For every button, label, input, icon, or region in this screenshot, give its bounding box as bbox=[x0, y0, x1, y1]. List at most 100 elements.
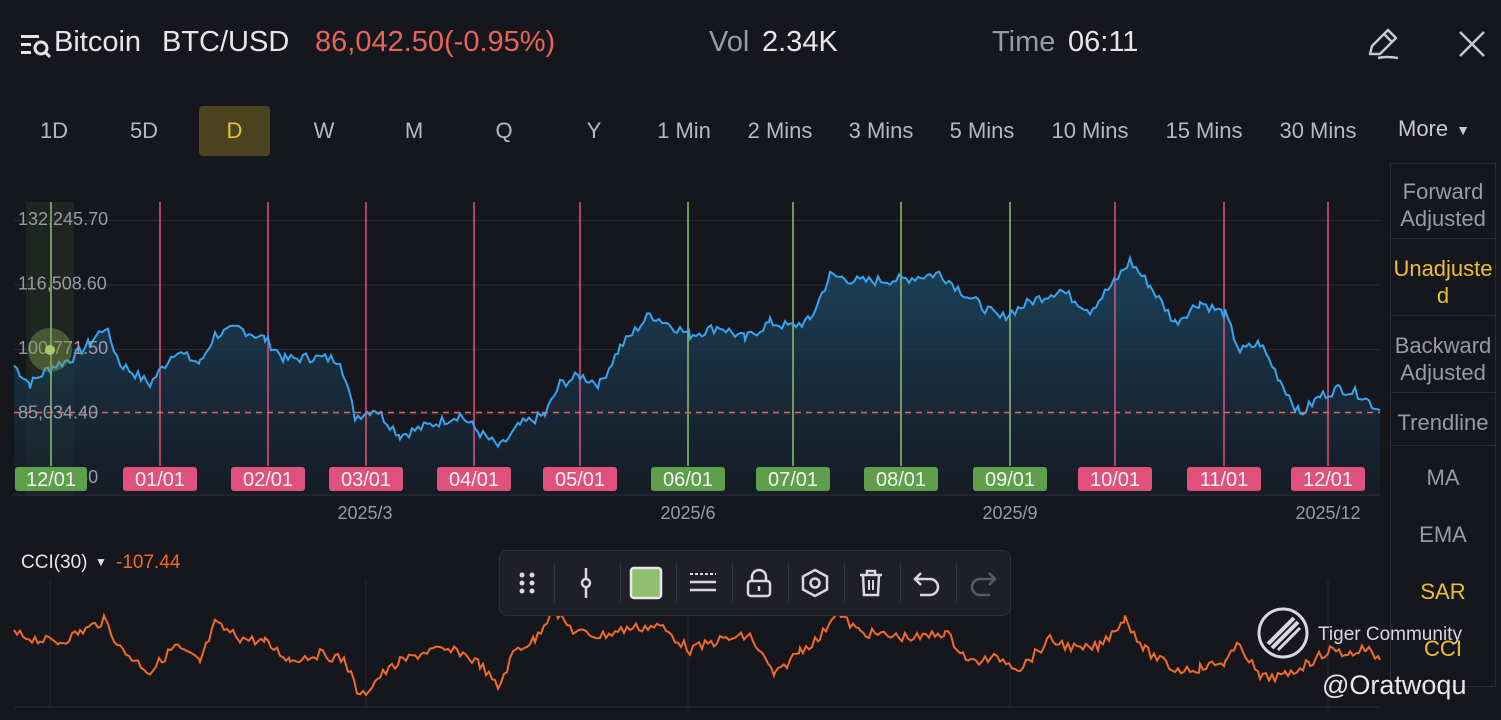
divider bbox=[1391, 392, 1495, 393]
month-tag-label: 07/01 bbox=[768, 469, 818, 491]
edit-pencil-icon[interactable] bbox=[1364, 26, 1400, 62]
side-item-sar[interactable]: SAR bbox=[1420, 579, 1466, 604]
cci-indicator-label[interactable]: CCI(30) bbox=[21, 552, 88, 573]
month-tag: 12/01 bbox=[15, 467, 87, 491]
tab-5-mins[interactable]: 5 Mins bbox=[949, 118, 1015, 143]
month-tag: 09/01 bbox=[973, 467, 1047, 491]
divider bbox=[900, 563, 901, 603]
month-tag: 07/01 bbox=[756, 467, 830, 491]
month-tag: 04/01 bbox=[437, 467, 511, 491]
drag-handle-icon[interactable] bbox=[505, 561, 549, 605]
month-tag: 10/01 bbox=[1078, 467, 1152, 491]
divider bbox=[956, 563, 957, 603]
month-tag-label: 05/01 bbox=[555, 469, 605, 491]
tab-30-mins[interactable]: 30 Mins bbox=[1279, 118, 1357, 143]
month-tag-label: 04/01 bbox=[449, 469, 499, 491]
side-item-ma[interactable]: MA bbox=[1426, 465, 1460, 490]
price-axis-label: 100,771.50 bbox=[18, 338, 108, 358]
divider bbox=[1391, 238, 1495, 239]
month-tag-bg bbox=[123, 467, 197, 491]
price-axis-label: 132,245.70 bbox=[18, 209, 108, 229]
instrument-symbol: BTC/USD bbox=[162, 26, 290, 58]
month-tag-bg bbox=[543, 467, 617, 491]
month-tag: 06/01 bbox=[651, 467, 725, 491]
month-tag-label: 12/01 bbox=[1303, 469, 1353, 491]
month-tag-bg bbox=[864, 467, 938, 491]
fill-color-icon[interactable] bbox=[624, 561, 668, 605]
month-tag-label: 09/01 bbox=[985, 469, 1035, 491]
tab-y[interactable]: Y bbox=[586, 118, 602, 143]
side-item-forward-adjusted[interactable]: Forward Adjusted bbox=[1400, 179, 1486, 231]
adjustment-panel: Forward Adjusted Unadjuste d Backward Ad… bbox=[1390, 163, 1496, 687]
month-tag-bg bbox=[329, 467, 403, 491]
side-item-ema[interactable]: EMA bbox=[1419, 522, 1467, 547]
date-axis-label: 2025/6 bbox=[660, 503, 715, 523]
month-tag-bg bbox=[231, 467, 305, 491]
tab-2-mins[interactable]: 2 Mins bbox=[747, 118, 813, 143]
crosshair-dot bbox=[45, 345, 55, 355]
month-tag: 03/01 bbox=[329, 467, 403, 491]
cci-grid bbox=[14, 580, 1380, 708]
redo-icon[interactable] bbox=[961, 561, 1005, 605]
month-tags: 12/01 01/01 02/01 03/01 04/01 05/01 06/01 07/01… bbox=[15, 467, 1365, 491]
divider bbox=[844, 563, 845, 603]
month-tag-label: 02/01 bbox=[243, 469, 293, 491]
price-line bbox=[13, 254, 1381, 449]
month-tag-label: 12/01 bbox=[26, 469, 76, 491]
month-lines bbox=[50, 202, 1329, 466]
chevron-down-icon: ▼ bbox=[1456, 122, 1470, 139]
price-axis-label: 85,034.40 bbox=[18, 403, 98, 423]
tab-m[interactable]: M bbox=[404, 118, 424, 143]
chevron-down-icon[interactable]: ▼ bbox=[95, 555, 107, 569]
price-area bbox=[14, 258, 1380, 496]
tab-5d[interactable]: 5D bbox=[129, 118, 159, 143]
menu-search-icon[interactable] bbox=[20, 30, 52, 60]
cci-chart[interactable] bbox=[0, 580, 1390, 710]
tab-10-mins[interactable]: 10 Mins bbox=[1051, 118, 1129, 143]
line-style-icon[interactable] bbox=[681, 561, 725, 605]
tab-15-mins[interactable]: 15 Mins bbox=[1165, 118, 1243, 143]
divider bbox=[676, 563, 677, 603]
month-tag-label: 03/01 bbox=[341, 469, 391, 491]
price-chart[interactable]: 132,245.70116,508.60100,771.5085,034.406… bbox=[0, 160, 1390, 530]
month-tag: 01/01 bbox=[123, 467, 197, 491]
date-axis-label: 2025/12 bbox=[1295, 503, 1360, 523]
crosshair-icon[interactable] bbox=[564, 561, 608, 605]
side-item-unadjusted[interactable]: Unadjuste d bbox=[1393, 256, 1493, 308]
tab-3-mins[interactable]: 3 Mins bbox=[848, 118, 914, 143]
side-item-trendline[interactable]: Trendline bbox=[1397, 410, 1489, 435]
undo-icon[interactable] bbox=[905, 561, 949, 605]
month-tag: 02/01 bbox=[231, 467, 305, 491]
month-tag-label: 11/01 bbox=[1200, 469, 1249, 491]
lock-icon[interactable] bbox=[737, 561, 781, 605]
tab-1d[interactable]: 1D bbox=[39, 118, 69, 143]
side-item-cci[interactable]: CCI bbox=[1424, 636, 1462, 661]
delete-icon[interactable] bbox=[849, 561, 893, 605]
month-tag-bg bbox=[15, 467, 87, 491]
tab-q[interactable]: Q bbox=[495, 118, 513, 143]
header-bar: Bitcoin BTC/USD 86,042.50(-0.95%) Vol 2.… bbox=[0, 0, 1501, 90]
month-tag-bg bbox=[1291, 467, 1365, 491]
date-axis-label: 2025/3 bbox=[337, 503, 392, 523]
divider bbox=[732, 563, 733, 603]
instrument-name: Bitcoin bbox=[54, 26, 142, 58]
watermark-user: @Oratwoqu bbox=[1322, 670, 1467, 700]
month-tag-bg bbox=[973, 467, 1047, 491]
tab-1-min[interactable]: 1 Min bbox=[657, 118, 711, 143]
more-dropdown[interactable]: More ▼ bbox=[1398, 106, 1470, 156]
month-tag-bg bbox=[1187, 467, 1261, 491]
month-tag-label: 01/01 bbox=[135, 469, 185, 491]
tiger-logo-icon bbox=[1257, 607, 1309, 659]
close-icon[interactable] bbox=[1456, 28, 1488, 60]
tab-w[interactable]: W bbox=[313, 118, 335, 143]
month-tag: 05/01 bbox=[543, 467, 617, 491]
cci-indicator-value: -107.44 bbox=[116, 552, 181, 573]
month-tag-label: 10/01 bbox=[1090, 469, 1140, 491]
month-tag-label: 06/01 bbox=[663, 469, 713, 491]
side-item-backward-adjusted[interactable]: Backward Adjusted bbox=[1394, 333, 1492, 385]
tab-d[interactable]: D bbox=[199, 106, 270, 156]
date-axis-label: 2025/9 bbox=[982, 503, 1037, 523]
watermark-brand: Tiger Community bbox=[1318, 624, 1462, 645]
visibility-icon[interactable] bbox=[793, 561, 837, 605]
month-tag: 08/01 bbox=[864, 467, 938, 491]
